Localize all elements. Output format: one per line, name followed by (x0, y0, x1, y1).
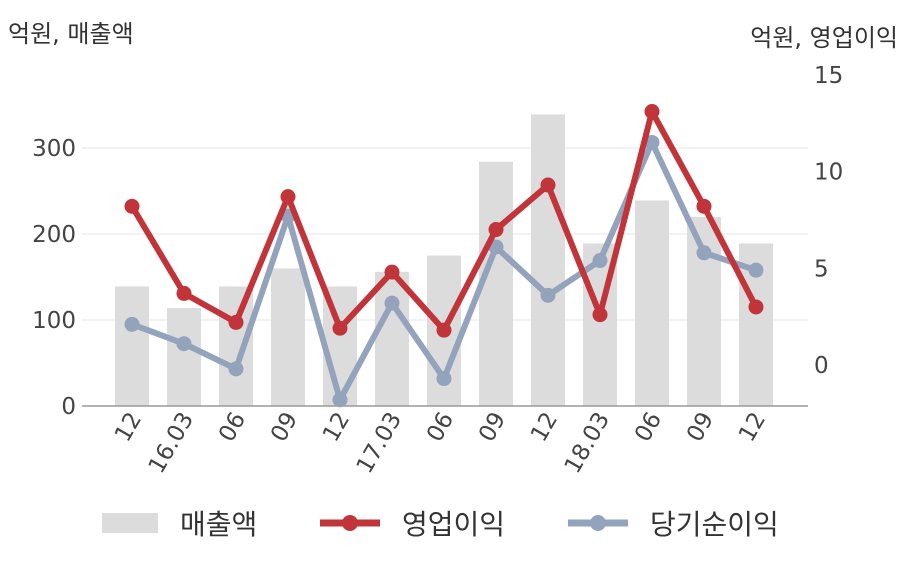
legend-swatch-net-income (568, 515, 628, 531)
left-tick-label: 200 (32, 222, 76, 248)
x-tick-label: 06 (214, 408, 251, 446)
revenue-bar (531, 114, 565, 407)
left-tick-label: 100 (32, 308, 76, 334)
net-income-point (124, 316, 140, 332)
net-income-point (592, 253, 608, 269)
revenue-bar (479, 161, 513, 406)
operating-profit-point (124, 198, 140, 214)
net-income-point (436, 371, 452, 387)
legend-swatch-revenue (102, 513, 158, 533)
net-income-point (644, 134, 660, 150)
legend-item-revenue: 매출액 (100, 500, 257, 546)
revenue-bar (375, 271, 409, 406)
right-axis-unit: 억원, 영업이익 (750, 24, 898, 52)
net-income-point (696, 245, 712, 261)
net-income-point (384, 295, 400, 311)
legend-item-net-income: 당기순이익 (566, 500, 779, 546)
operating-profit-point (540, 177, 556, 193)
x-tick-label: 09 (682, 408, 719, 446)
legend-swatch-operating-profit (320, 515, 380, 531)
x-tick-label: 12 (734, 408, 771, 446)
x-tick-label: 12 (318, 408, 355, 446)
operating-profit-point (436, 322, 452, 338)
operating-profit-point (644, 104, 660, 120)
x-tick-label: 09 (474, 408, 511, 446)
right-tick-label: 5 (814, 256, 829, 282)
operating-profit-point (280, 189, 296, 205)
net-income-point (540, 287, 556, 303)
legend-label-operating-profit: 영업이익 (402, 508, 506, 541)
x-tick-label: 16.03 (144, 408, 199, 478)
x-tick-label: 06 (630, 408, 667, 446)
x-tick-label: 17.03 (352, 408, 407, 478)
net-income-point (176, 336, 192, 352)
right-tick-label: 15 (814, 63, 843, 89)
operating-profit-point (696, 198, 712, 214)
right-tick-label: 0 (814, 353, 829, 379)
x-tick-label: 12 (526, 408, 563, 446)
operating-profit-point (384, 264, 400, 280)
net-income-point (228, 361, 244, 377)
left-tick-label: 0 (61, 394, 76, 420)
left-axis-unit: 억원, 매출액 (8, 20, 134, 48)
operating-profit-point (488, 222, 504, 238)
x-tick-label: 06 (422, 408, 459, 446)
x-tick-label: 09 (266, 408, 303, 446)
right-tick-label: 10 (814, 160, 843, 186)
left-tick-label: 300 (32, 136, 76, 162)
net-income-point (748, 262, 764, 278)
operating-profit-point (748, 299, 764, 315)
operating-profit-point (332, 320, 348, 336)
x-tick-label: 18.03 (560, 408, 615, 478)
legend-label-net-income: 당기순이익 (650, 508, 779, 541)
revenue-bar (167, 307, 201, 406)
revenue-bar (271, 268, 305, 406)
operating-profit-point (228, 314, 244, 330)
operating-profit-point (176, 285, 192, 301)
revenue-bar (687, 216, 721, 406)
legend-label-revenue: 매출액 (180, 508, 258, 541)
legend: 매출액 영업이익 당기순이익 (0, 500, 908, 546)
operating-profit-point (592, 307, 608, 323)
revenue-bar (219, 286, 253, 406)
revenue-bar (635, 200, 669, 406)
net-income-point (332, 392, 348, 408)
revenue-bar (115, 286, 149, 406)
legend-item-operating-profit: 영업이익 (318, 500, 505, 546)
x-tick-label: 12 (110, 408, 147, 446)
